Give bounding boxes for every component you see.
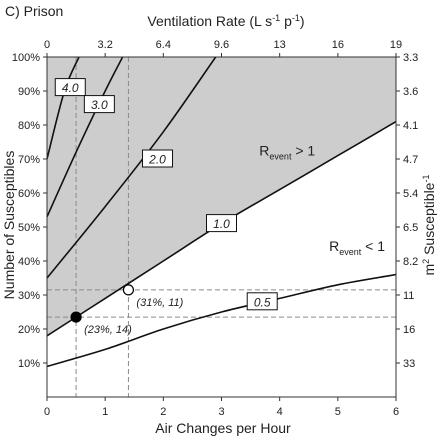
- y-tick-label: 20%: [18, 324, 40, 336]
- contour-label-box: [83, 95, 115, 114]
- y-axis-title: Number of Susceptibles: [1, 151, 17, 300]
- y-tick-label: 60%: [18, 188, 40, 200]
- x-tick-label: 3: [218, 406, 224, 418]
- data-point: [70, 311, 82, 323]
- top-tick-label: 16: [332, 39, 344, 51]
- contour-label-box: [206, 214, 237, 233]
- y-tick-label: 80%: [18, 120, 40, 132]
- top-tick-label: 6.4: [156, 39, 171, 51]
- data-point-label: (31%, 11): [136, 297, 183, 309]
- x-tick-label: 0: [44, 406, 50, 418]
- right-tick-label: 4.7: [403, 154, 418, 166]
- right-tick-label: 6.5: [403, 222, 418, 234]
- contour-line: [47, 273, 396, 368]
- region-label: Revent < 1: [329, 238, 385, 257]
- contour-line: [47, 57, 124, 218]
- top-tick-label: 0: [44, 39, 50, 51]
- data-point: [122, 284, 135, 296]
- right-tick-label: 3.6: [403, 86, 418, 98]
- top-axis-title: Ventilation Rate (L s-1 p-1): [147, 13, 304, 29]
- x-tick-label: 6: [393, 406, 399, 418]
- right-tick-label: 5.4: [403, 188, 418, 200]
- contour-line: [47, 57, 217, 279]
- contour-label: 2.0: [148, 153, 166, 167]
- contour-label: 4.0: [62, 81, 79, 95]
- x-tick-label: 4: [277, 406, 283, 418]
- contour-label: 1.0: [213, 217, 230, 231]
- contour-label: 3.0: [91, 98, 108, 112]
- x-tick-label: 1: [102, 406, 108, 418]
- right-axis-title: m2 Susceptible-1: [421, 175, 437, 276]
- contour-label: 0.5: [254, 295, 271, 309]
- right-tick-label: 11: [403, 290, 414, 302]
- top-tick-label: 3.2: [98, 39, 113, 51]
- x-axis-title: Air Changes per Hour: [155, 420, 291, 436]
- y-tick-label: 100%: [12, 52, 40, 64]
- right-tick-label: 3.3: [403, 52, 418, 64]
- contour-label-box: [246, 292, 278, 311]
- contour-label-box: [142, 149, 174, 168]
- top-tick-label: 13: [274, 39, 286, 51]
- right-tick-label: 8.2: [403, 256, 418, 268]
- right-tick-label: 16: [403, 324, 415, 336]
- data-point-label: (23%, 14): [84, 324, 132, 336]
- top-tick-label: 19: [390, 39, 402, 51]
- plot-area: 4.0 3.0 2.0 1.0 0.5 Revent > 1 Revent < 1 (23%,…: [12, 39, 418, 418]
- contour-label-box: [54, 78, 86, 97]
- right-tick-label: 33: [403, 358, 415, 370]
- x-tick-label: 2: [160, 406, 166, 418]
- top-tick-label: 9.6: [214, 39, 229, 51]
- region-label: Revent > 1: [259, 143, 315, 162]
- x-tick-label: 5: [335, 406, 341, 418]
- y-tick-label: 30%: [18, 290, 40, 302]
- shaded-region: [47, 57, 396, 336]
- y-tick-label: 50%: [18, 222, 40, 234]
- y-tick-label: 10%: [18, 358, 40, 370]
- panel-label: C) Prison: [5, 3, 63, 19]
- y-tick-label: 90%: [18, 86, 40, 98]
- y-tick-label: 70%: [18, 154, 40, 166]
- right-tick-label: 4.1: [403, 120, 418, 132]
- y-tick-label: 40%: [18, 256, 40, 268]
